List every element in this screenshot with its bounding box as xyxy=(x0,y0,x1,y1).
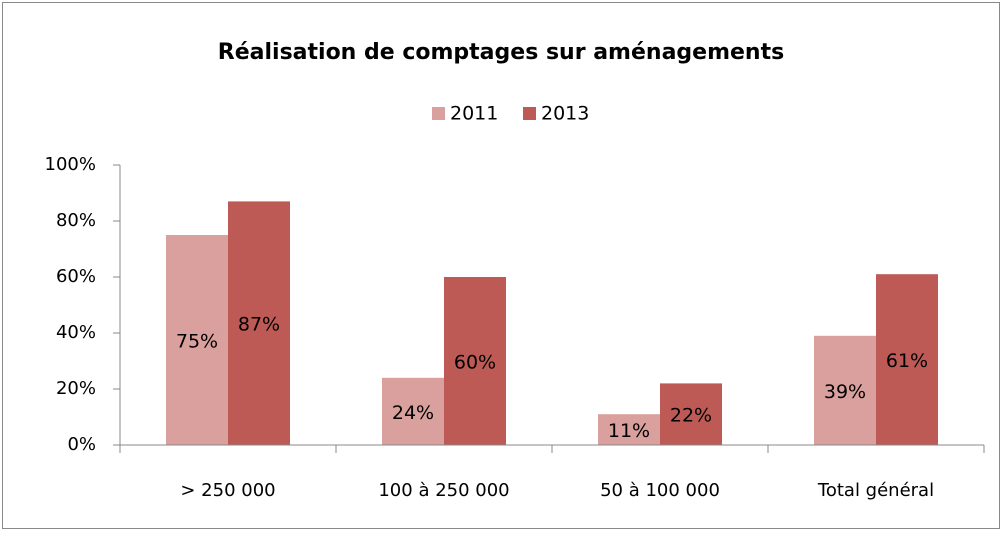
x-tick-label: 50 à 100 000 xyxy=(600,480,720,501)
y-tick-label: 100% xyxy=(45,154,96,175)
bar xyxy=(598,414,660,445)
legend-label: 2011 xyxy=(450,103,498,125)
legend-swatch xyxy=(523,107,536,120)
y-tick-label: 60% xyxy=(56,266,96,287)
value-label: 60% xyxy=(454,352,496,374)
value-label: 75% xyxy=(176,331,218,353)
bar xyxy=(876,274,938,445)
bar xyxy=(814,335,876,445)
bar xyxy=(660,383,722,445)
y-tick-label: 80% xyxy=(56,210,96,231)
y-tick-label: 40% xyxy=(56,322,96,343)
y-tick-label: 20% xyxy=(56,378,96,399)
x-tick-label: > 250 000 xyxy=(180,480,275,501)
bar xyxy=(444,277,506,445)
legend-label: 2013 xyxy=(541,103,589,125)
chart-title: Réalisation de comptages sur aménagement… xyxy=(218,40,784,65)
bar xyxy=(166,235,228,445)
value-label: 11% xyxy=(608,420,650,442)
value-label: 24% xyxy=(392,402,434,424)
bar xyxy=(382,377,444,445)
value-label: 87% xyxy=(238,314,280,336)
bar xyxy=(228,201,290,445)
x-tick-label: Total général xyxy=(817,480,934,501)
value-label: 39% xyxy=(824,381,866,403)
value-label: 61% xyxy=(886,350,928,372)
value-label: 22% xyxy=(670,405,712,427)
y-tick-label: 0% xyxy=(67,434,96,455)
legend-swatch xyxy=(432,107,445,120)
x-tick-label: 100 à 250 000 xyxy=(378,480,509,501)
